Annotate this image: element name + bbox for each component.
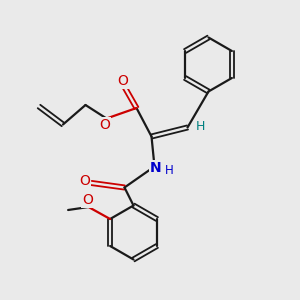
Text: N: N: [150, 161, 162, 175]
Text: O: O: [80, 174, 90, 188]
Text: O: O: [117, 74, 128, 88]
Text: H: H: [195, 120, 205, 133]
Text: H: H: [165, 164, 174, 177]
Text: O: O: [99, 118, 110, 132]
Text: O: O: [82, 194, 93, 207]
